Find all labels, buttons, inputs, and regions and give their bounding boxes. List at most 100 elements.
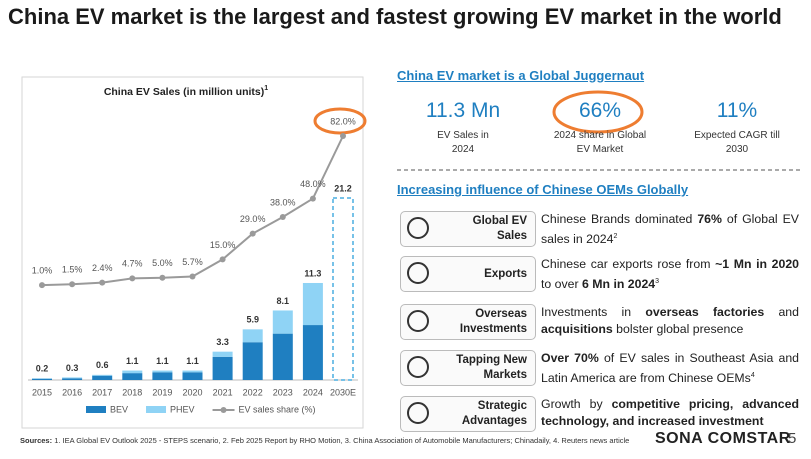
sources-label: Sources:	[20, 436, 53, 445]
text-segment: ~1 Mn in 2020	[715, 257, 800, 271]
item-text: Over 70% of EV sales in Southeast Asia a…	[541, 350, 799, 387]
share-label: 4.7%	[122, 259, 143, 269]
item-text: Chinese Brands dominated 76% of Global E…	[541, 211, 799, 248]
bar-segment	[122, 370, 143, 374]
bar-segment	[92, 375, 113, 380]
chart-title: China EV Sales (in million units)1	[104, 85, 268, 98]
bar-segment	[272, 310, 293, 334]
x-tick-label: 2022	[243, 387, 263, 397]
chart-title-note: 1	[264, 85, 268, 92]
sources-text: 1. IEA Global EV Outlook 2025 - STEPS sc…	[54, 436, 630, 445]
text-segment: 6 Mn in 2024	[582, 277, 656, 292]
bar-segment	[152, 372, 173, 380]
bar-segment	[272, 333, 293, 380]
text-segment: of EV sales in Southeast Asia and Latin …	[541, 351, 799, 386]
projected-bar	[332, 197, 354, 381]
total-label: 5.9	[246, 315, 259, 325]
highlight-label: EV Sales in 2024	[437, 130, 489, 155]
share-label: 38.0%	[270, 197, 296, 207]
chart-frame	[21, 76, 364, 429]
bar-segment	[212, 356, 233, 380]
share-point	[189, 273, 196, 280]
x-tick-label: 2030E	[330, 387, 356, 397]
bar-segment	[242, 329, 263, 343]
text-segment: overseas factories	[645, 305, 765, 319]
share-point	[219, 256, 226, 263]
item-box: Strategic Advantages	[400, 396, 536, 432]
item-label: Overseas Investments	[459, 308, 527, 335]
bar-segment	[302, 282, 323, 326]
share-point	[279, 214, 286, 221]
x-tick-label: 2024	[303, 387, 323, 397]
item-icon	[407, 310, 429, 332]
x-tick-label: 2018	[122, 387, 142, 397]
item-box: Global EV Sales	[400, 211, 536, 247]
total-label: 11.3	[304, 268, 321, 278]
highlight-value: 11%	[716, 99, 758, 122]
total-label: 1.1	[126, 356, 139, 366]
section-title: China EV market is a Global Juggernaut	[397, 68, 645, 83]
total-label: 8.1	[277, 296, 290, 306]
text-segment: Chinese car exports rose from	[541, 257, 716, 271]
legend-label: BEV	[110, 404, 128, 414]
text-segment: Chinese Brands dominated	[541, 212, 698, 226]
share-point	[69, 281, 76, 288]
text-segment: competitive pricing, advanced technology…	[541, 397, 799, 428]
text-segment: Investments in	[541, 305, 646, 319]
share-point	[159, 274, 166, 281]
share-label: 29.0%	[240, 214, 266, 224]
text-segment: bolster global presence	[612, 322, 744, 336]
legend-swatch	[146, 406, 167, 413]
item-label: Exports	[484, 267, 527, 280]
share-label: 1.5%	[62, 265, 83, 275]
x-tick-label: 2021	[213, 387, 233, 397]
legend-label: EV sales share (%)	[239, 404, 316, 414]
x-tick-label: 2016	[62, 387, 82, 397]
share-label: 5.7%	[182, 257, 203, 267]
total-label: 1.1	[186, 356, 199, 366]
share-point	[249, 230, 256, 237]
item-text: Chinese car exports rose from ~1 Mn in 2…	[541, 256, 799, 293]
bar-segment	[62, 378, 83, 380]
item-box: Overseas Investments	[400, 304, 536, 340]
text-segment: 3	[655, 278, 660, 285]
text-segment: Over 70%	[541, 351, 599, 365]
bar-segment	[62, 377, 83, 379]
bar-segment	[32, 378, 52, 380]
x-tick-label: 2019	[152, 387, 172, 397]
item-text: Investments in overseas factories and ac…	[541, 304, 799, 338]
share-point	[39, 282, 45, 289]
section-title: Increasing influence of Chinese OEMs Glo…	[397, 182, 689, 197]
bar-segment	[242, 342, 263, 380]
share-label: 2.4%	[92, 263, 113, 273]
highlight-value: 11.3 Mn	[425, 99, 501, 122]
share-label: 82.0%	[330, 116, 356, 126]
sources: Sources: 1. IEA Global EV Outlook 2025 -…	[20, 436, 640, 445]
highlight-label: Expected CAGR till 2030	[694, 130, 780, 155]
highlight-ring	[313, 107, 367, 135]
item-icon	[407, 217, 429, 239]
text-segment: acquisitions	[541, 322, 613, 336]
bar-segment	[182, 372, 203, 380]
share-point	[99, 279, 106, 286]
total-label: 0.2	[36, 364, 49, 374]
highlight-ring	[552, 90, 644, 134]
logo: SONA COMSTAR	[655, 430, 791, 447]
highlight-label: 2024 share in Global EV Market	[553, 130, 647, 155]
total-label: 1.1	[156, 356, 169, 366]
share-point	[309, 195, 316, 202]
text-segment: 2	[613, 233, 618, 240]
share-label: 1.0%	[32, 266, 53, 276]
item-text: Growth by competitive pricing, advanced …	[541, 396, 799, 430]
text-segment: 76%	[697, 212, 722, 226]
item-icon	[407, 402, 429, 424]
bar-segment	[122, 373, 143, 380]
text-segment: Growth by	[541, 397, 612, 411]
share-label: 15.0%	[210, 240, 236, 250]
total-label: 21.2	[334, 183, 352, 193]
share-label: 48.0%	[300, 179, 326, 189]
item-icon	[407, 262, 429, 284]
item-box: Tapping New Markets	[400, 350, 536, 386]
bar-segment	[152, 370, 173, 373]
